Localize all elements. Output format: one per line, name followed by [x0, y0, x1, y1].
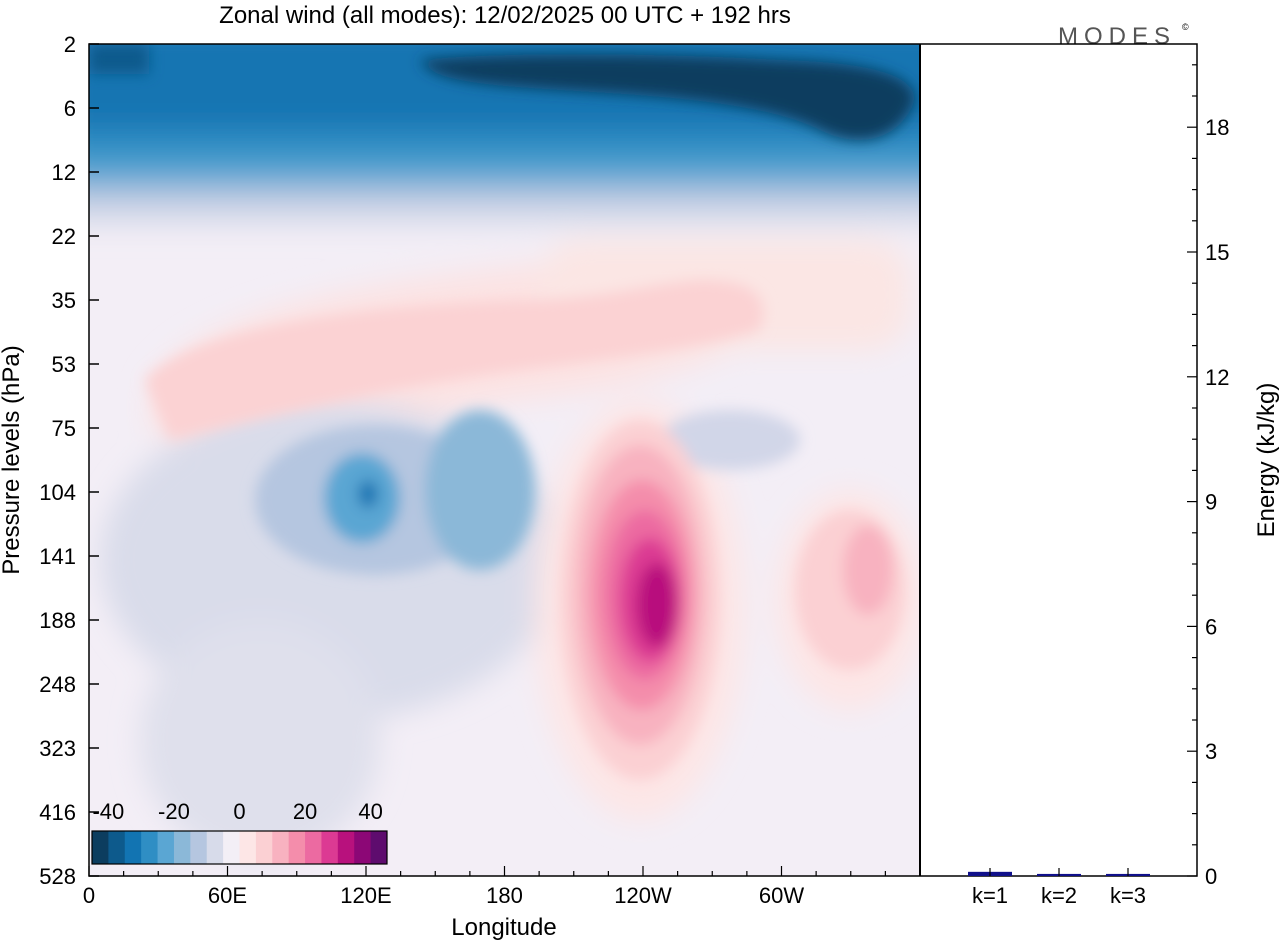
colorbar-swatch — [288, 831, 306, 864]
x-tick-label: 120E — [340, 883, 391, 908]
colorbar-swatch — [305, 831, 322, 864]
colorbar-label: -40 — [92, 799, 124, 824]
colorbar-swatch — [108, 831, 126, 864]
colorbar-swatch — [370, 831, 388, 864]
x-tick-label: 60W — [759, 883, 804, 908]
x-tick-label: 0 — [83, 883, 95, 908]
jet-level-6 — [637, 563, 677, 647]
easterly-patch-east — [660, 410, 800, 470]
y-tick-label: 323 — [39, 736, 76, 761]
pressure-axis: 2 6 12 22 35 53 75 104 141 188 248 323 416 528 — [39, 32, 99, 889]
colorbar-swatch — [272, 831, 290, 864]
energy-tick-label: 3 — [1205, 739, 1217, 764]
secondary-jet-level-2 — [843, 525, 893, 615]
colorbar-swatch — [124, 831, 142, 864]
energy-tick-label: 0 — [1205, 864, 1217, 889]
colorbar-swatch — [354, 831, 372, 864]
longitude-axis: 0 60E 120E 180 120W 60W — [83, 866, 921, 908]
x-tick-label: 120W — [614, 883, 672, 908]
x-axis-label: Longitude — [451, 914, 556, 941]
easterly-region-lower — [140, 620, 380, 860]
y-tick-label: 22 — [52, 224, 76, 249]
colorbar-swatch — [206, 831, 224, 864]
colorbar: -40 -20 0 20 40 — [91, 799, 388, 865]
stratosphere-core-west — [89, 44, 149, 74]
logo-text: MODES — [1058, 23, 1176, 50]
y-tick-label: 104 — [39, 480, 76, 505]
colorbar-swatch — [92, 831, 109, 864]
stratosphere-core — [420, 54, 915, 140]
energy-tick-label: 15 — [1205, 240, 1229, 265]
y-tick-label: 528 — [39, 864, 76, 889]
modes-logo: MODES © — [1058, 22, 1189, 50]
x-tick-label: 60E — [208, 883, 247, 908]
energy-tick-label: 18 — [1205, 115, 1229, 140]
energy-axis-label: Energy (kJ/kg) — [1253, 383, 1280, 538]
y-tick-label: 12 — [52, 160, 76, 185]
field-layer-cores — [89, 44, 915, 780]
energy-axis: 0 3 6 9 12 15 18 — [1187, 64, 1229, 889]
colorbar-swatch — [337, 831, 355, 864]
colorbar-swatch — [223, 831, 240, 864]
colorbar-frame — [91, 830, 388, 865]
x-tick-label: 180 — [486, 883, 523, 908]
energy-tick-label: 6 — [1205, 614, 1217, 639]
colorbar-swatch — [239, 831, 257, 864]
y-tick-label: 416 — [39, 800, 76, 825]
logo-mark: © — [1182, 22, 1189, 32]
y-tick-label: 75 — [52, 416, 76, 441]
k-tick-label: k=1 — [972, 883, 1008, 908]
energy-tick-label: 12 — [1205, 365, 1229, 390]
colorbar-swatch — [190, 831, 208, 864]
y-tick-label: 188 — [39, 608, 76, 633]
k-tick-label: k=3 — [1110, 883, 1146, 908]
colorbar-label: 0 — [233, 799, 245, 824]
colorbar-swatch — [173, 831, 191, 864]
colorbar-swatch — [141, 831, 159, 864]
wind-field — [89, 44, 920, 876]
y-tick-label: 2 — [64, 32, 76, 57]
colorbar-swatch — [157, 831, 175, 864]
energy-tick-label: 9 — [1205, 490, 1217, 515]
colorbar-label: 20 — [293, 799, 317, 824]
easterly-core-east — [425, 410, 535, 570]
westerly-band-core — [145, 280, 764, 440]
y-tick-label: 141 — [39, 544, 76, 569]
colorbar-label: 40 — [358, 799, 382, 824]
easterly-core-peak — [358, 480, 378, 508]
chart-title: Zonal wind (all modes): 12/02/2025 00 UT… — [219, 2, 791, 29]
y-tick-label: 248 — [39, 672, 76, 697]
energy-bars: k=1 k=2 k=3 — [968, 868, 1150, 908]
colorbar-label: -20 — [158, 799, 190, 824]
y-tick-label: 35 — [52, 288, 76, 313]
k-tick-label: k=2 — [1041, 883, 1077, 908]
y-tick-label: 6 — [64, 96, 76, 121]
colorbar-swatch — [255, 831, 273, 864]
y-axis-label: Pressure levels (hPa) — [0, 345, 25, 574]
colorbar-swatch — [321, 831, 339, 864]
y-tick-label: 53 — [52, 352, 76, 377]
